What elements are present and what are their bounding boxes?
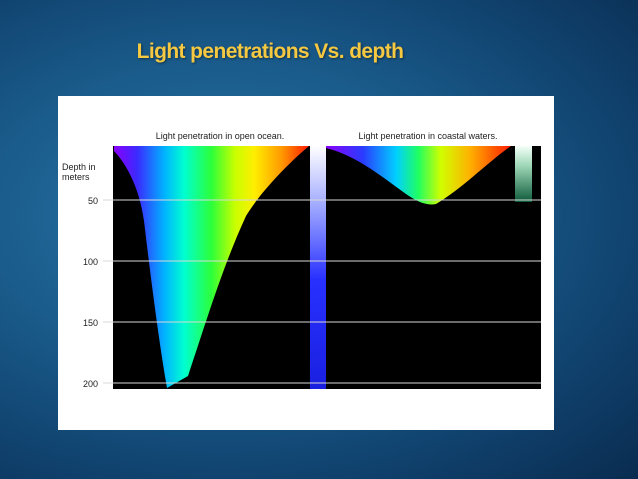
light-penetration-figure: Light penetration in open ocean. Light p…: [58, 96, 554, 430]
slide-title: Light penetrations Vs. depth: [136, 40, 404, 63]
depth-tick-label: 100: [83, 257, 98, 267]
coastal-spectrum: [326, 146, 511, 205]
open-ocean-spectrum: [114, 146, 309, 388]
light-penetration-diagram: Light penetration in open ocean. Light p…: [62, 131, 541, 389]
depth-axis-label-line1: Depth in: [62, 162, 96, 172]
open-ocean-blue-bar: [310, 146, 326, 389]
panel-title-coastal: Light penetration in coastal waters.: [358, 131, 497, 141]
panel-title-open-ocean: Light penetration in open ocean.: [156, 131, 285, 141]
coastal-green-bar: [515, 146, 532, 202]
depth-tick-label: 50: [88, 196, 98, 206]
depth-axis-label-line2: meters: [62, 172, 90, 182]
depth-tick-label: 200: [83, 379, 98, 389]
depth-tick-label: 150: [83, 318, 98, 328]
